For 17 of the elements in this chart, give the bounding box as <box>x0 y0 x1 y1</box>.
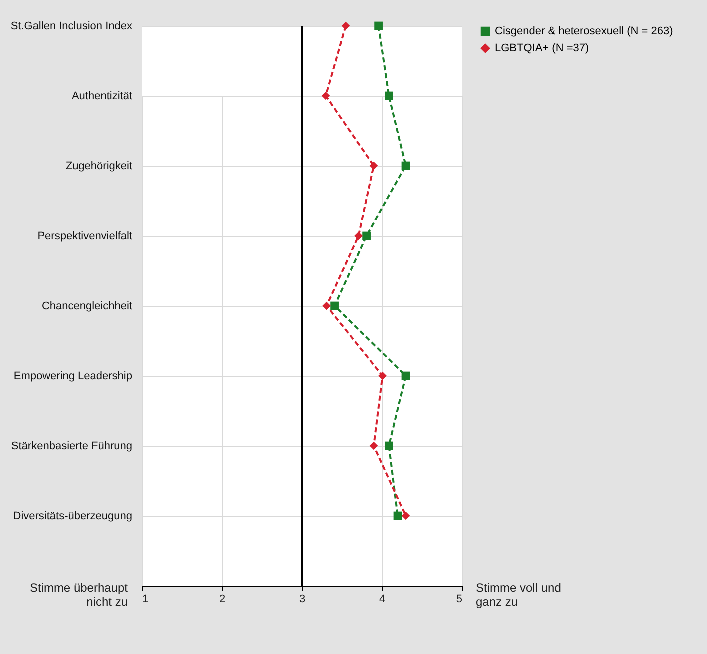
y-tick-label: Chancengleichheit <box>42 300 132 312</box>
y-tick-label: St.Gallen Inclusion Index <box>10 20 133 32</box>
y-tick-label: Authentizität <box>72 90 132 102</box>
text: Stimme voll und ganz zu <box>476 581 562 609</box>
x-tick-label: 4 <box>379 594 386 606</box>
legend-label: Cisgender & heterosexuell (N = 263) <box>495 26 674 38</box>
text: Stimme überhaupt nicht zu <box>30 581 129 609</box>
x-tick-label: 2 <box>219 594 226 606</box>
y-tick-label: Stärkenbasierte Führung <box>11 440 132 452</box>
y-tick-label: Zugehörigkeit <box>66 160 132 172</box>
x-tick-label: 5 <box>456 594 462 606</box>
legend-label: LGBTQIA+ (N =37) <box>495 42 590 54</box>
y-tick-label: Empowering Leadership <box>14 370 132 382</box>
x-tick-label: 1 <box>142 594 149 606</box>
y-tick-label: Diversitäts-überzeugung <box>13 510 132 522</box>
x-tick-label: 3 <box>299 594 306 606</box>
y-tick-label: Perspektivenvielfalt <box>38 230 132 242</box>
